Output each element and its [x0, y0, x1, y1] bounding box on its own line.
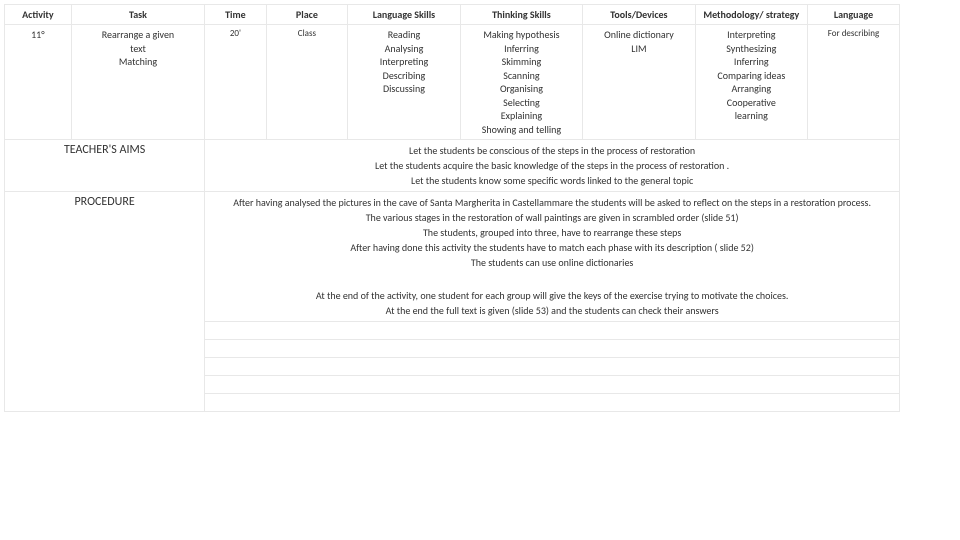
aims-row: TEACHER'S AIMS Let the students be consc… — [5, 140, 900, 192]
procedure-block-1: After having analysed the pictures in th… — [209, 195, 895, 288]
header-thinking-skills: Thinking Skills — [460, 5, 583, 25]
header-tools: Tools/Devices — [583, 5, 695, 25]
header-language: Language — [807, 5, 899, 25]
cell-task: Rearrange a giventextMatching — [71, 25, 205, 140]
empty-cell — [205, 358, 900, 376]
cell-place: Class — [266, 25, 348, 140]
empty-cell — [205, 340, 900, 358]
header-task: Task — [71, 5, 205, 25]
header-row: Activity Task Time Place Language Skills… — [5, 5, 900, 25]
empty-cell — [205, 376, 900, 394]
empty-cell — [205, 322, 900, 340]
cell-language-skills: ReadingAnalysingInterpretingDescribingDi… — [348, 25, 460, 140]
header-activity: Activity — [5, 5, 72, 25]
header-methodology: Methodology/ strategy — [695, 5, 807, 25]
cell-methodology: InterpretingSynthesizingInferringCompari… — [695, 25, 807, 140]
lesson-plan-table: Activity Task Time Place Language Skills… — [4, 4, 900, 412]
empty-cell — [205, 394, 900, 412]
cell-language: For describing — [807, 25, 899, 140]
header-language-skills: Language Skills — [348, 5, 460, 25]
cell-tools: Online dictionaryLIM — [583, 25, 695, 140]
aims-label: TEACHER'S AIMS — [5, 140, 205, 192]
procedure-content: After having analysed the pictures in th… — [205, 192, 900, 322]
header-time: Time — [205, 5, 266, 25]
aims-content: Let the students be conscious of the ste… — [205, 140, 900, 192]
procedure-label: PROCEDURE — [5, 192, 205, 412]
procedure-content-row: PROCEDURE After having analysed the pict… — [5, 192, 900, 322]
cell-time: 20' — [205, 25, 266, 140]
data-row: 11° Rearrange a giventextMatching 20' Cl… — [5, 25, 900, 140]
cell-activity: 11° — [5, 25, 72, 140]
header-place: Place — [266, 5, 348, 25]
cell-thinking-skills: Making hypothesisInferringSkimmingScanni… — [460, 25, 583, 140]
procedure-block-2: At the end of the activity, one student … — [209, 288, 895, 318]
